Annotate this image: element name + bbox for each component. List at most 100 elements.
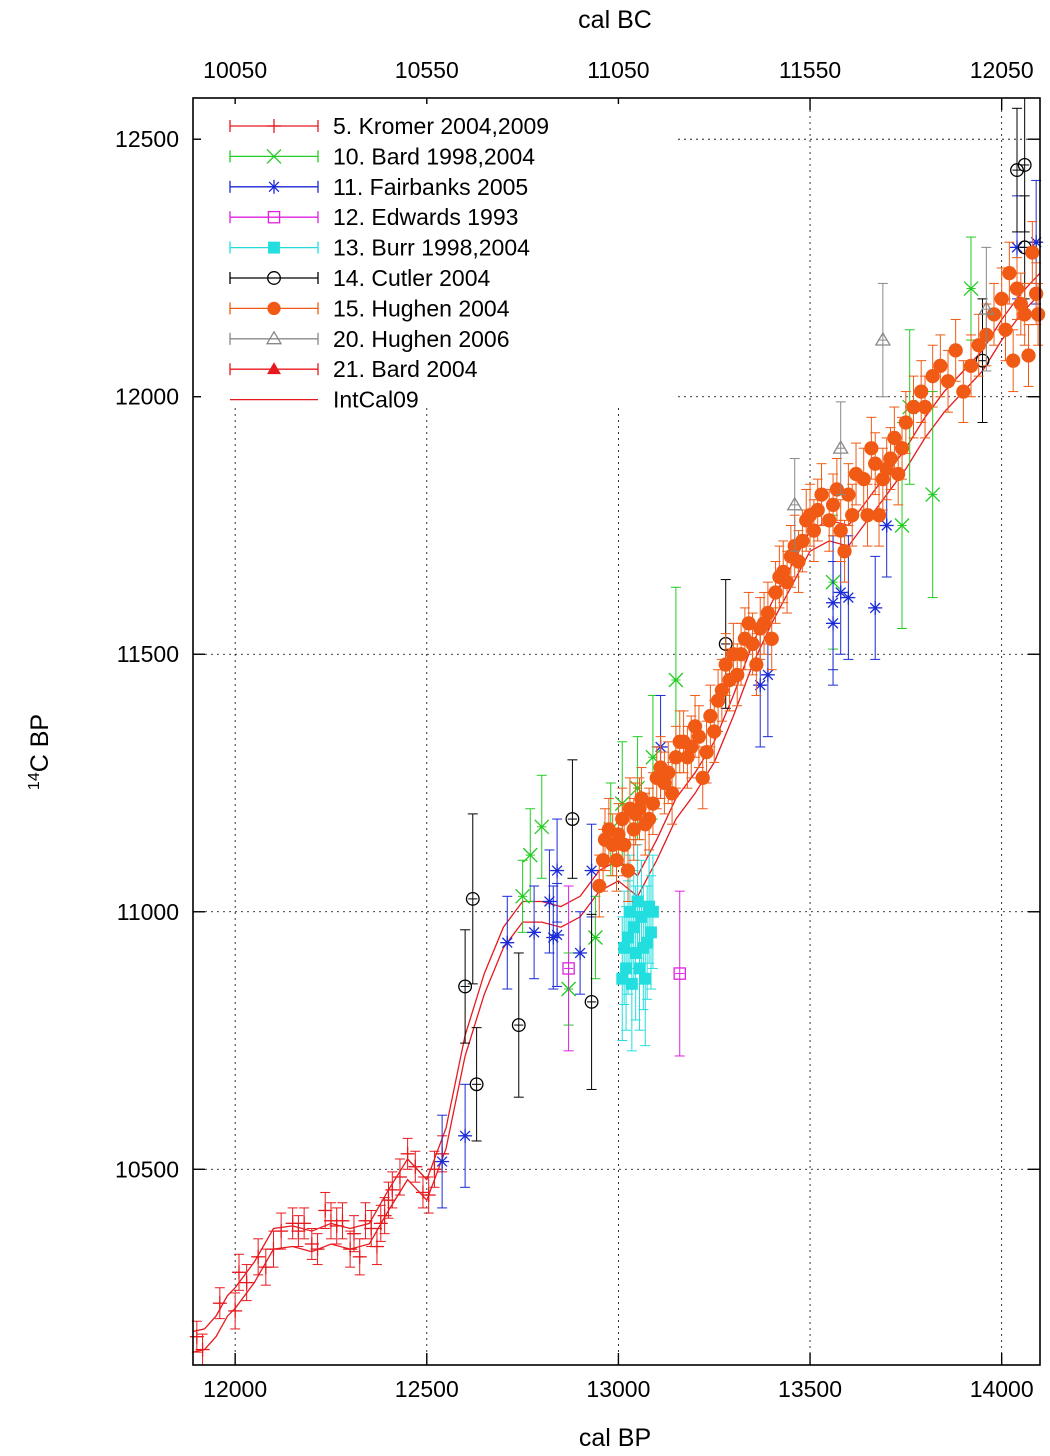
marker-filled-circle bbox=[620, 863, 636, 878]
marker-open-circle bbox=[469, 1077, 484, 1092]
marker-filled-circle bbox=[956, 384, 971, 399]
legend-label: IntCal09 bbox=[333, 387, 419, 413]
marker-star-b bbox=[835, 587, 847, 598]
x2-tick-label: 11050 bbox=[587, 57, 649, 83]
marker-open-square bbox=[562, 962, 575, 975]
marker-open-square bbox=[267, 210, 281, 224]
marker-x-b bbox=[266, 148, 282, 164]
marker-filled-circle bbox=[1006, 353, 1021, 368]
marker-filled-circle bbox=[868, 456, 883, 471]
marker-filled-circle bbox=[626, 822, 641, 837]
y-tick-label: 11500 bbox=[117, 641, 179, 667]
x-tick-label: 14000 bbox=[970, 1376, 1034, 1402]
marker-filled-circle bbox=[1021, 348, 1036, 363]
marker-filled-circle bbox=[925, 368, 940, 384]
marker-star-b bbox=[268, 181, 280, 193]
marker-filled-circle bbox=[267, 301, 281, 316]
series-group bbox=[616, 844, 659, 1052]
series-group bbox=[786, 246, 995, 552]
marker-open-circle bbox=[565, 812, 580, 827]
series-group bbox=[592, 221, 1046, 918]
marker-filled-circle bbox=[791, 554, 806, 569]
marker-star-b bbox=[843, 592, 854, 603]
x-tick-label: 12000 bbox=[203, 1376, 267, 1402]
legend-background bbox=[201, 104, 670, 406]
marker-filled-circle bbox=[810, 502, 825, 518]
y-tick-label: 12000 bbox=[115, 384, 179, 410]
legend: 5. Kromer 2004,2009 10. Bard 1998,2004 11.… bbox=[201, 104, 670, 413]
marker-filled-circle bbox=[661, 765, 676, 780]
marker-star-b bbox=[881, 520, 893, 531]
data-points bbox=[189, 97, 1046, 1366]
marker-filled-circle bbox=[1029, 286, 1044, 301]
x2-tick-label: 11550 bbox=[779, 57, 841, 83]
marker-filled-square bbox=[616, 972, 629, 985]
series-group bbox=[562, 885, 686, 1057]
marker-filled-square bbox=[646, 905, 659, 918]
marker-filled-square bbox=[622, 931, 634, 944]
marker-x-b bbox=[645, 749, 661, 765]
x2-axis-title: cal BC bbox=[578, 6, 652, 34]
marker-open-triangle bbox=[265, 330, 283, 345]
marker-x-b bbox=[925, 487, 941, 503]
marker-filled-circle bbox=[887, 430, 902, 446]
legend-label: 12. Edwards 1993 bbox=[333, 204, 518, 230]
marker-filled-circle bbox=[768, 585, 783, 600]
marker-x-b bbox=[963, 281, 979, 297]
marker-star-b bbox=[551, 865, 563, 876]
marker-filled-circle bbox=[664, 786, 680, 801]
marker-filled-circle bbox=[595, 853, 611, 868]
y-axis-title: 14C BP bbox=[26, 714, 54, 790]
marker-open-triangle bbox=[978, 300, 995, 315]
marker-filled-square bbox=[268, 241, 280, 254]
marker-star-b bbox=[586, 865, 597, 876]
marker-filled-circle bbox=[917, 399, 933, 415]
legend-label: 15. Hughen 2004 bbox=[333, 295, 510, 321]
marker-filled-circle bbox=[1025, 245, 1040, 260]
marker-open-circle bbox=[511, 1018, 526, 1033]
marker-star-b bbox=[544, 896, 555, 907]
marker-x-b bbox=[534, 819, 550, 835]
marker-star-b bbox=[501, 937, 513, 949]
marker-filled-circle bbox=[914, 384, 929, 399]
marker-star-b bbox=[459, 1130, 471, 1142]
marker-filled-circle bbox=[963, 358, 979, 373]
y-tick-label: 11000 bbox=[117, 899, 179, 925]
marker-filled-circle bbox=[856, 472, 871, 487]
legend-label: 11. Fairbanks 2005 bbox=[333, 174, 528, 200]
marker-filled-circle bbox=[933, 358, 948, 373]
marker-star-b bbox=[574, 947, 586, 959]
marker-filled-circle bbox=[971, 338, 986, 353]
marker-filled-triangle bbox=[267, 362, 281, 375]
marker-filled-square bbox=[633, 962, 646, 975]
marker-filled-square bbox=[631, 895, 644, 908]
x2-tick-label: 10550 bbox=[395, 57, 459, 83]
marker-filled-square bbox=[629, 947, 642, 959]
marker-filled-circle bbox=[860, 508, 875, 523]
marker-filled-circle bbox=[1017, 307, 1032, 322]
marker-open-triangle bbox=[786, 496, 803, 511]
marker-filled-circle bbox=[864, 441, 879, 456]
marker-star-b bbox=[436, 1156, 448, 1167]
marker-open-circle bbox=[267, 271, 281, 285]
marker-filled-circle bbox=[609, 853, 624, 868]
marker-filled-circle bbox=[703, 708, 718, 724]
marker-open-circle bbox=[1010, 163, 1024, 178]
marker-filled-square bbox=[639, 972, 652, 985]
marker-star-b bbox=[869, 602, 881, 614]
x-tick-label: 13000 bbox=[586, 1376, 650, 1402]
marker-filled-circle bbox=[871, 508, 887, 523]
marker-x-b bbox=[894, 518, 910, 533]
y-axis-title-sup: 14 bbox=[26, 772, 43, 790]
marker-x-b bbox=[587, 930, 603, 945]
marker-filled-circle bbox=[845, 508, 860, 523]
x-tick-label: 13500 bbox=[778, 1376, 842, 1402]
marker-open-square bbox=[673, 967, 686, 980]
marker-star-b bbox=[1011, 242, 1023, 253]
series-group bbox=[189, 1135, 450, 1366]
marker-filled-square bbox=[635, 910, 648, 923]
marker-star-b bbox=[827, 597, 839, 609]
marker-filled-circle bbox=[764, 631, 779, 646]
legend-label: 13. Burr 1998,2004 bbox=[333, 235, 530, 261]
